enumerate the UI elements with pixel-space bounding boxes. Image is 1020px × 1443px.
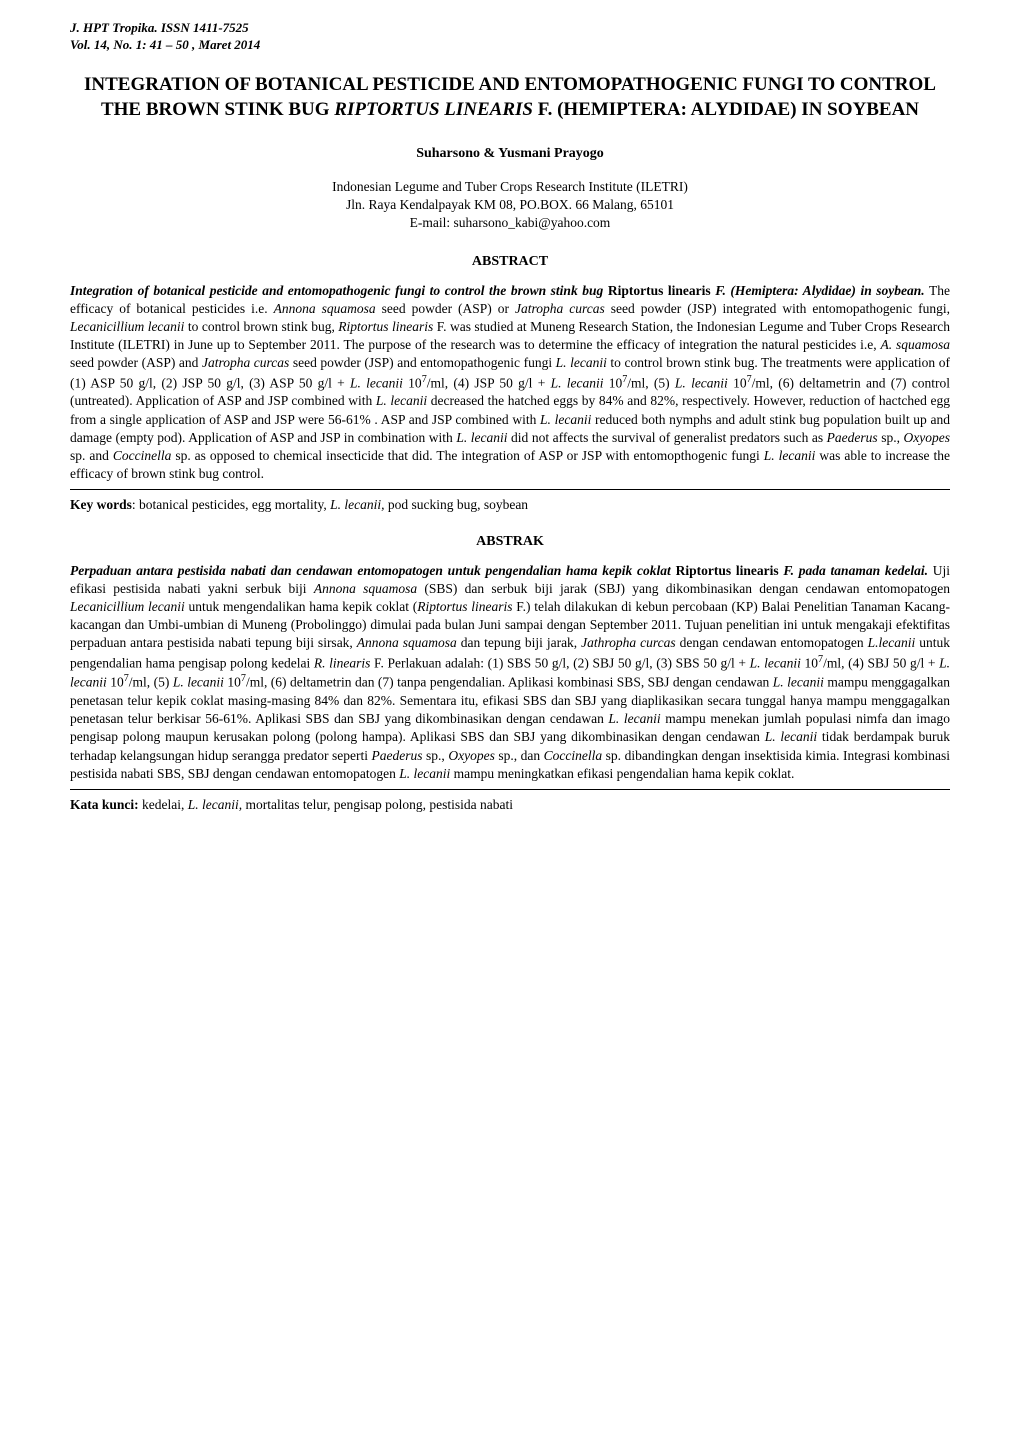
katakunci-sci: L. lecanii, [188, 797, 242, 812]
keywords-pre: : botanical pesticides, egg mortality, [132, 497, 330, 512]
affiliation-email: E-mail: suharsono_kabi@yahoo.com [70, 214, 950, 232]
journal-vol: Vol. 14, No. 1: 41 – 50 , Maret 2014 [70, 37, 950, 54]
keywords-post: pod sucking bug, soybean [384, 497, 528, 512]
journal-name: J. HPT Tropika. ISSN 1411-7525 [70, 20, 950, 37]
affiliation-line-1: Indonesian Legume and Tuber Crops Resear… [70, 178, 950, 196]
keywords-id: Kata kunci: kedelai, L. lecanii, mortali… [70, 796, 950, 814]
authors: Suharsono & Yusmani Prayogo [70, 145, 950, 164]
affiliation-line-2: Jln. Raya Kendalpayak KM 08, PO.BOX. 66 … [70, 196, 950, 214]
title-post: F. (HEMIPTERA: ALYDIDAE) IN SOYBEAN [533, 99, 919, 120]
abstrak-heading: ABSTRAK [70, 533, 950, 552]
paper-title: INTEGRATION OF BOTANICAL PESTICIDE AND E… [70, 72, 950, 123]
affiliation: Indonesian Legume and Tuber Crops Resear… [70, 178, 950, 233]
divider [70, 489, 950, 490]
abstract-heading: ABSTRACT [70, 253, 950, 272]
katakunci-pre: kedelai, [139, 797, 188, 812]
keywords-en: Key words: botanical pesticides, egg mor… [70, 496, 950, 514]
katakunci-post: mortalitas telur, pengisap polong, pesti… [242, 797, 513, 812]
keywords-label: Key words [70, 497, 132, 512]
keywords-sci: L. lecanii, [330, 497, 384, 512]
katakunci-label: Kata kunci: [70, 797, 139, 812]
title-sci: RIPTORTUS LINEARIS [334, 99, 533, 120]
journal-header: J. HPT Tropika. ISSN 1411-7525 Vol. 14, … [70, 20, 950, 54]
abstract-id: Perpaduan antara pestisida nabati dan ce… [70, 562, 950, 784]
abstract-en: Integration of botanical pesticide and e… [70, 282, 950, 484]
divider [70, 789, 950, 790]
